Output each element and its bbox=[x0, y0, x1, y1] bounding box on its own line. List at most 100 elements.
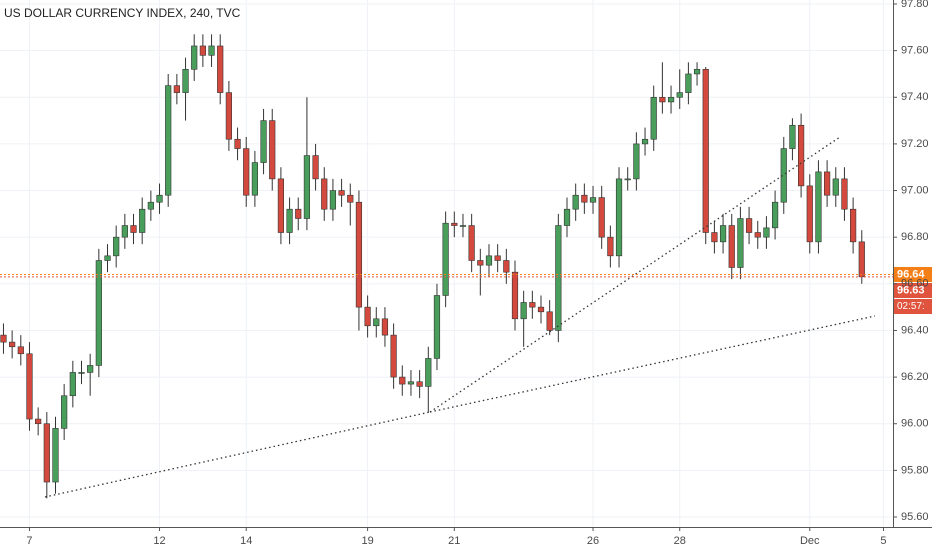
candle-body bbox=[347, 194, 354, 203]
candle-body bbox=[147, 201, 154, 210]
candle-body bbox=[399, 376, 406, 385]
candle-body bbox=[52, 428, 59, 483]
price-label-box bbox=[894, 282, 932, 298]
candle-body bbox=[260, 120, 267, 163]
candle-body bbox=[624, 178, 631, 181]
candle-body bbox=[234, 138, 241, 149]
candle-body bbox=[104, 255, 111, 261]
candle-body bbox=[737, 218, 744, 268]
candle-body bbox=[806, 185, 813, 243]
candle-body bbox=[763, 227, 770, 238]
candle-body bbox=[312, 155, 319, 180]
candle-body bbox=[286, 208, 293, 233]
candle-body bbox=[373, 318, 380, 327]
candle-body bbox=[165, 85, 172, 196]
candle-body bbox=[745, 218, 753, 233]
candle-body bbox=[685, 73, 692, 93]
candle-body bbox=[381, 318, 389, 336]
candle-body bbox=[191, 45, 198, 70]
y-tick-label: 97.40 bbox=[901, 91, 929, 103]
candle-body bbox=[243, 148, 250, 196]
candle-body bbox=[572, 194, 579, 210]
candle-body bbox=[425, 358, 432, 387]
candle-body bbox=[130, 225, 137, 233]
candle-body bbox=[364, 306, 371, 327]
candle-body bbox=[9, 341, 16, 348]
candle-body bbox=[95, 260, 102, 366]
candle-body bbox=[511, 271, 519, 320]
candle-body bbox=[338, 190, 345, 196]
trend-lines bbox=[44, 136, 876, 498]
x-tick-label: 7 bbox=[26, 535, 32, 547]
x-tick-label: 5 bbox=[880, 535, 886, 547]
y-tick-label: 95.80 bbox=[901, 464, 929, 476]
candle-body bbox=[329, 190, 337, 210]
candle-body bbox=[841, 178, 848, 210]
candle-body bbox=[659, 96, 666, 103]
candle-body bbox=[728, 225, 735, 268]
candle-body bbox=[477, 260, 484, 266]
y-tick-label: 96.80 bbox=[901, 231, 929, 243]
candle-body bbox=[494, 255, 501, 261]
candle-body bbox=[182, 68, 189, 93]
candle-body bbox=[43, 423, 50, 483]
candle-body bbox=[693, 68, 701, 75]
candle-body bbox=[225, 92, 232, 140]
y-tick-label: 96.20 bbox=[901, 371, 929, 383]
candle-body bbox=[676, 92, 683, 98]
candle-body bbox=[832, 178, 839, 196]
candle-body bbox=[321, 178, 328, 210]
x-tick-label: 12 bbox=[153, 535, 165, 547]
y-tick-label: 96.60 bbox=[901, 278, 929, 290]
y-tick-label: 97.80 bbox=[901, 0, 929, 10]
candle-body bbox=[208, 45, 215, 56]
candle-body bbox=[17, 346, 24, 355]
candle-body bbox=[520, 302, 527, 320]
x-tick-label: 26 bbox=[587, 535, 599, 547]
candle-body bbox=[754, 232, 761, 238]
candle-body bbox=[667, 96, 675, 103]
candle-body bbox=[433, 295, 441, 359]
trend-line bbox=[429, 315, 876, 413]
candle-body bbox=[0, 334, 7, 343]
x-tick-label: 14 bbox=[240, 535, 252, 547]
candle-body bbox=[581, 194, 588, 203]
candle-body bbox=[771, 201, 779, 229]
candle-body bbox=[459, 225, 467, 227]
candle-body bbox=[563, 208, 571, 226]
candle-body bbox=[555, 225, 562, 331]
y-tick-label: 97.60 bbox=[901, 45, 929, 57]
candle-body bbox=[451, 222, 458, 226]
candle-body bbox=[87, 365, 94, 373]
y-tick-label: 96.40 bbox=[901, 324, 929, 336]
candle-body bbox=[407, 381, 415, 385]
candle-body bbox=[850, 208, 857, 243]
candle-body bbox=[858, 241, 865, 278]
trend-line bbox=[429, 136, 841, 413]
y-tick-label: 96.00 bbox=[901, 418, 929, 430]
candle-body bbox=[503, 260, 510, 273]
candle-body bbox=[589, 197, 597, 203]
candle-body bbox=[485, 255, 493, 266]
candle-body bbox=[633, 143, 640, 180]
x-tick-label: Dec bbox=[800, 535, 820, 547]
price-label: 96.64 bbox=[897, 268, 925, 280]
y-tick-label: 97.00 bbox=[901, 184, 929, 196]
candle-body bbox=[797, 124, 805, 187]
candle-body bbox=[607, 236, 614, 257]
candle-body bbox=[390, 334, 397, 378]
candle-body bbox=[416, 381, 423, 387]
candle-body bbox=[355, 201, 363, 308]
candle-body bbox=[139, 208, 146, 233]
candle-body bbox=[780, 148, 787, 203]
candle-body bbox=[702, 68, 709, 233]
candle-body bbox=[251, 162, 258, 196]
x-tick-label: 21 bbox=[448, 535, 460, 547]
candle-body bbox=[277, 178, 285, 233]
candle-body bbox=[173, 85, 180, 93]
candle-body bbox=[303, 155, 311, 219]
candle-body bbox=[69, 372, 76, 397]
candle-body bbox=[156, 194, 163, 203]
